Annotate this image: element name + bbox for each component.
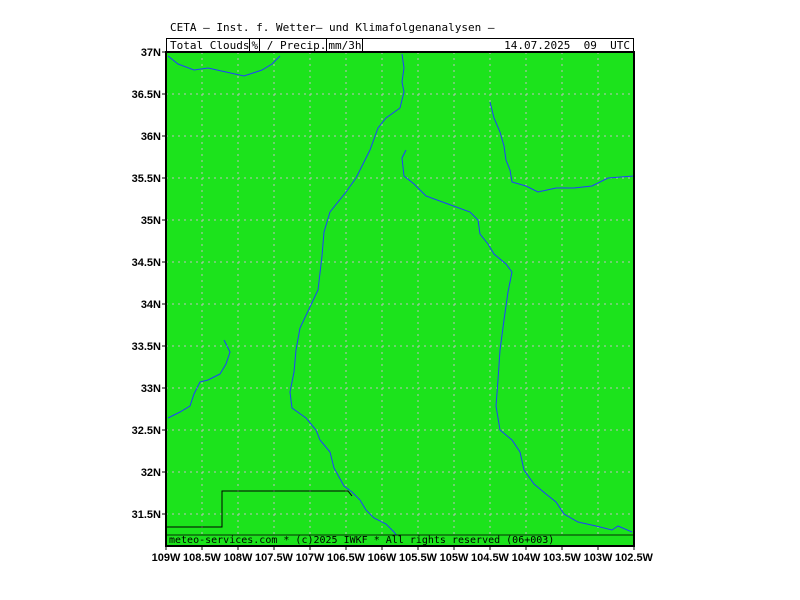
lon-tick-label: 108W	[224, 552, 253, 564]
lon-tick-label: 109W	[152, 552, 181, 564]
lat-tick-label: 36.5N	[132, 89, 161, 101]
lon-tick-label: 104W	[512, 552, 541, 564]
lon-tick-label: 107.5W	[255, 552, 294, 564]
lon-tick-label: 103W	[584, 552, 613, 564]
chart-title: CETA — Inst. f. Wetter— und Klimafolgena…	[170, 21, 495, 34]
lat-tick-label: 33.5N	[132, 341, 161, 353]
river-network	[167, 53, 635, 541]
river-canadian	[489, 101, 635, 193]
variable1-name: Total_Clouds	[170, 39, 250, 52]
unit2-box: mm/3h	[326, 38, 364, 53]
longitude-axis: 109W 108.5W 108W 107.5W 107W 106.5W 106W 105.5W…	[152, 546, 654, 564]
lat-tick-label: 31.5N	[132, 509, 161, 521]
latitude-axis: 37N 36.5N 36N 35.5N 35N 34.5N 34N 33.5N 33N 32.5N…	[132, 47, 166, 521]
lat-tick-label: 33N	[141, 383, 161, 395]
lon-tick-label: 106W	[368, 552, 397, 564]
lat-tick-label: 36N	[141, 131, 161, 143]
graticule	[166, 52, 634, 546]
footer-credit: meteo-services.com * (c)2025 IWKF * All …	[166, 535, 634, 547]
border-line	[166, 490, 353, 528]
river-rio-grande	[289, 53, 405, 541]
river-pecos	[401, 149, 633, 533]
lon-tick-label: 104.5W	[471, 552, 510, 564]
unit1-box: %	[249, 38, 261, 53]
subtitle-bar: Total_Clouds% _/_Precip. mm/3h 14.07.2025 …	[166, 38, 634, 53]
lat-tick-label: 34N	[141, 299, 161, 311]
map-frame	[165, 51, 635, 547]
lat-tick-label: 35N	[141, 215, 161, 227]
lat-tick-label: 32N	[141, 467, 161, 479]
lat-tick-label: 35.5N	[132, 173, 161, 185]
lat-tick-label: 37N	[141, 47, 161, 59]
lat-tick-label: 32.5N	[132, 425, 161, 437]
lon-tick-label: 106.5W	[327, 552, 366, 564]
river-west-upper	[167, 55, 281, 77]
lon-tick-label: 102.5W	[615, 552, 654, 564]
map-fill	[166, 52, 634, 546]
footer-text: meteo-services.com * (c)2025 IWKF * All …	[169, 535, 555, 546]
variable2-name: Precip.	[279, 39, 327, 52]
river-gila	[167, 339, 231, 419]
variable-label: Total_Clouds% _/_Precip. mm/3h	[170, 38, 364, 53]
lon-tick-label: 107W	[296, 552, 325, 564]
lat-tick-label: 34.5N	[132, 257, 161, 269]
separator: _/_	[260, 39, 280, 52]
lon-tick-label: 103.5W	[543, 552, 582, 564]
valid-time: 14.07.2025 09 UTC	[504, 39, 630, 52]
lon-tick-label: 105W	[440, 552, 469, 564]
lon-tick-label: 108.5W	[183, 552, 222, 564]
lon-tick-label: 105.5W	[399, 552, 438, 564]
